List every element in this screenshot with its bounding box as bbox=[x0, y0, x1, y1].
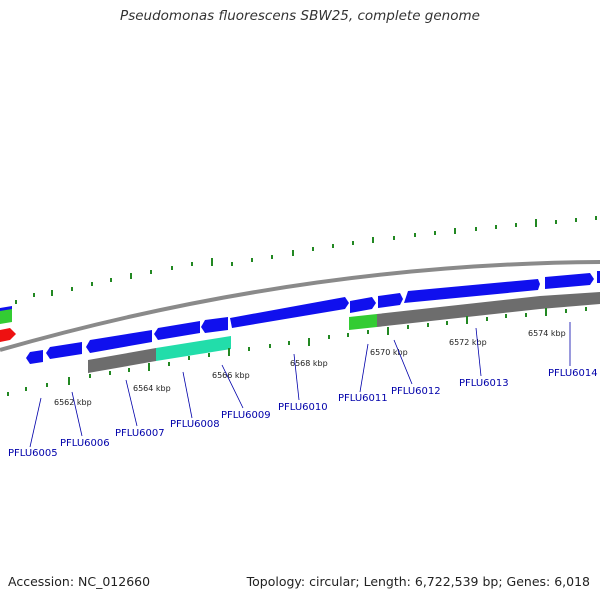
genome-summary: Topology: circular; Length: 6,722,539 bp… bbox=[246, 574, 590, 589]
cds-feature[interactable] bbox=[230, 297, 349, 328]
gene-label[interactable]: PFLU6013 bbox=[459, 378, 509, 389]
outer-tick-track bbox=[15, 216, 597, 304]
cds-feature[interactable] bbox=[597, 271, 600, 283]
cds-feature[interactable] bbox=[86, 330, 152, 353]
cds-feature[interactable] bbox=[201, 317, 228, 333]
rna-feature[interactable] bbox=[377, 292, 600, 327]
gene-leader-lines bbox=[29, 322, 571, 448]
cds-feature[interactable] bbox=[545, 273, 594, 289]
cds-feature[interactable] bbox=[46, 342, 82, 359]
scale-label: 6570 kbp bbox=[370, 348, 408, 357]
inner-tick-track bbox=[7, 307, 587, 396]
cds-feature[interactable] bbox=[350, 297, 376, 313]
red-feature[interactable] bbox=[0, 328, 16, 342]
gene-label[interactable]: PFLU6005 bbox=[8, 448, 58, 459]
genome-backbone bbox=[0, 260, 600, 352]
scale-label: 6562 kbp bbox=[54, 398, 92, 407]
scale-label: 6568 kbp bbox=[290, 359, 328, 368]
map-title: Pseudomonas fluorescens SBW25, complete … bbox=[120, 8, 480, 24]
cds-feature[interactable] bbox=[26, 350, 43, 364]
gene-label[interactable]: PFLU6007 bbox=[115, 428, 165, 439]
gene-label[interactable]: PFLU6006 bbox=[60, 438, 110, 449]
scale-label: 6572 kbp bbox=[449, 338, 487, 347]
teal-feature[interactable] bbox=[156, 336, 231, 361]
green-feature[interactable] bbox=[0, 309, 12, 324]
gene-labels: PFLU6005 PFLU6006 PFLU6007 PFLU6008 PFLU… bbox=[8, 368, 598, 459]
rna-feature[interactable] bbox=[88, 348, 156, 373]
forward-strand-genes bbox=[0, 271, 600, 328]
scale-labels: 6562 kbp 6564 kbp 6566 kbp 6568 kbp 6570… bbox=[54, 329, 566, 407]
scale-label: 6564 kbp bbox=[133, 384, 171, 393]
green-feature[interactable] bbox=[349, 314, 377, 330]
gene-label[interactable]: PFLU6014 bbox=[548, 368, 598, 379]
gene-label[interactable]: PFLU6010 bbox=[278, 402, 328, 413]
cds-feature[interactable] bbox=[154, 321, 200, 340]
accession-label: Accession: NC_012660 bbox=[8, 574, 151, 589]
cds-feature[interactable] bbox=[378, 293, 403, 308]
gene-label[interactable]: PFLU6008 bbox=[170, 419, 220, 430]
reverse-strand-genes bbox=[0, 292, 600, 373]
scale-label: 6574 kbp bbox=[528, 329, 566, 338]
gene-label[interactable]: PFLU6011 bbox=[338, 393, 388, 404]
gene-label[interactable]: PFLU6012 bbox=[391, 386, 441, 397]
scale-label: 6566 kbp bbox=[212, 371, 250, 380]
cds-feature[interactable] bbox=[404, 279, 540, 303]
gene-label[interactable]: PFLU6009 bbox=[221, 410, 271, 421]
